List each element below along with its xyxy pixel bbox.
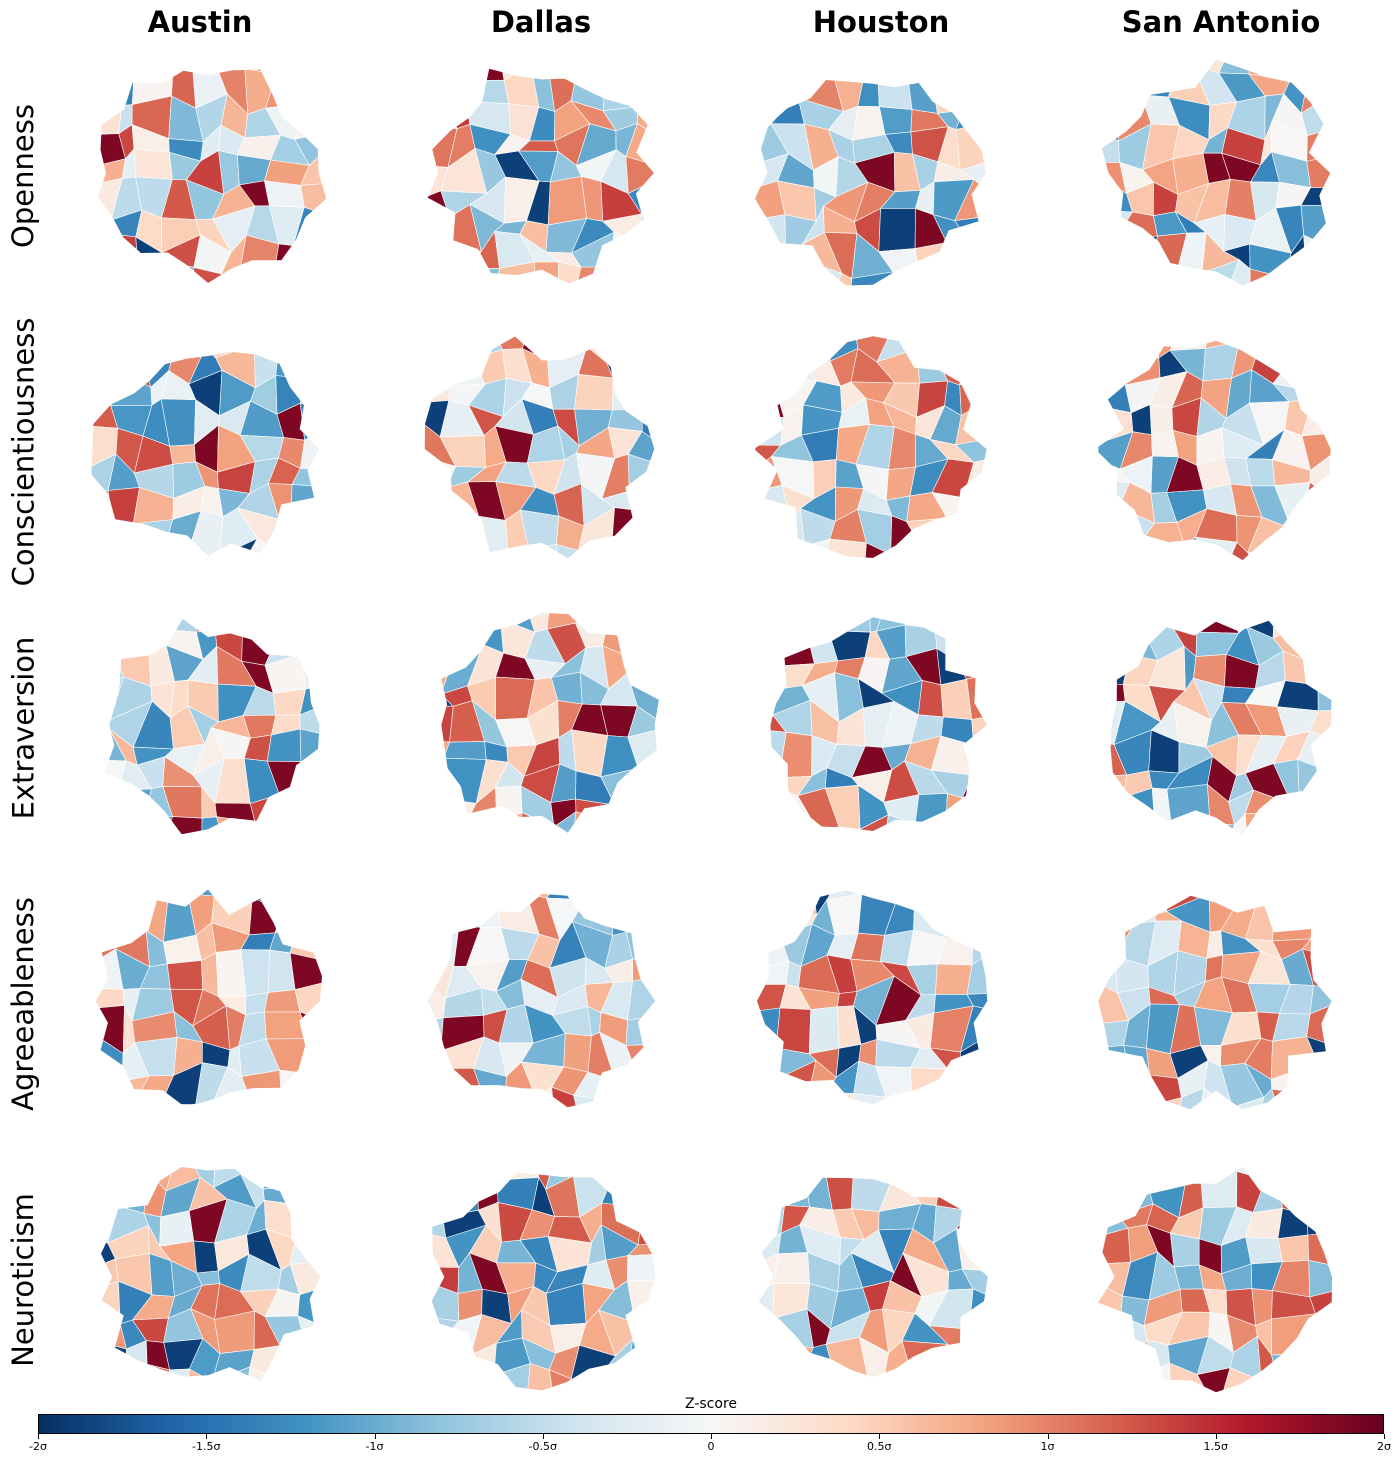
choropleth-map [90,48,326,298]
row-label-agreeableness: Agreeableness [6,897,41,1111]
choropleth-map [755,1152,991,1402]
choropleth-map [90,876,326,1126]
column-title-san-antonio: San Antonio [1121,5,1321,39]
row-label-openness: Openness [6,104,40,248]
colorbar-tick [1047,1434,1049,1439]
colorbar-tick [1215,1434,1217,1439]
row-label-conscientiousness: Conscientiousness [6,317,40,587]
choropleth-map [90,600,326,850]
colorbar-tick-label: 0.5σ [867,1440,892,1453]
colorbar-tick [711,1434,712,1439]
choropleth-map [1098,48,1334,298]
colorbar-tick [542,1434,544,1439]
choropleth-map [755,876,991,1126]
choropleth-map [1098,324,1334,574]
row-label-neuroticism: Neuroticism [6,1193,41,1367]
colorbar-tick-label: 1.5σ [1203,1440,1228,1453]
colorbar-tick-label: -1σ [365,1440,384,1453]
choropleth-map [424,48,660,298]
choropleth-map [755,48,991,298]
colorbar-tick-label: -1.5σ [192,1440,221,1453]
column-title-austin: Austin [147,5,253,39]
colorbar [38,1414,1384,1434]
colorbar-tick-label: -2σ [29,1440,47,1453]
column-title-houston: Houston [812,5,950,39]
colorbar-tick-label: 0 [707,1440,715,1453]
colorbar-tick-label: -0.5σ [528,1440,557,1453]
choropleth-map [424,600,660,850]
column-title-dallas: Dallas [490,5,592,39]
choropleth-map [424,1152,660,1402]
row-label-extraversion: Extraversion [6,636,41,820]
colorbar-tick-label: 2σ [1377,1440,1391,1453]
choropleth-map [1098,600,1334,850]
choropleth-map [424,876,660,1126]
colorbar-tick [206,1434,208,1439]
colorbar-tick [1384,1434,1385,1439]
choropleth-map [755,324,991,574]
colorbar-tick [879,1434,881,1439]
choropleth-map [424,324,660,574]
colorbar-title: Z-score [684,1396,737,1412]
colorbar-tick-label: 1σ [1040,1440,1055,1453]
choropleth-map [1098,876,1334,1126]
colorbar-tick [374,1434,376,1439]
choropleth-map [755,600,991,850]
choropleth-map [90,324,326,574]
colorbar-tick [38,1434,39,1439]
choropleth-map [1098,1152,1334,1402]
choropleth-map [90,1152,326,1402]
